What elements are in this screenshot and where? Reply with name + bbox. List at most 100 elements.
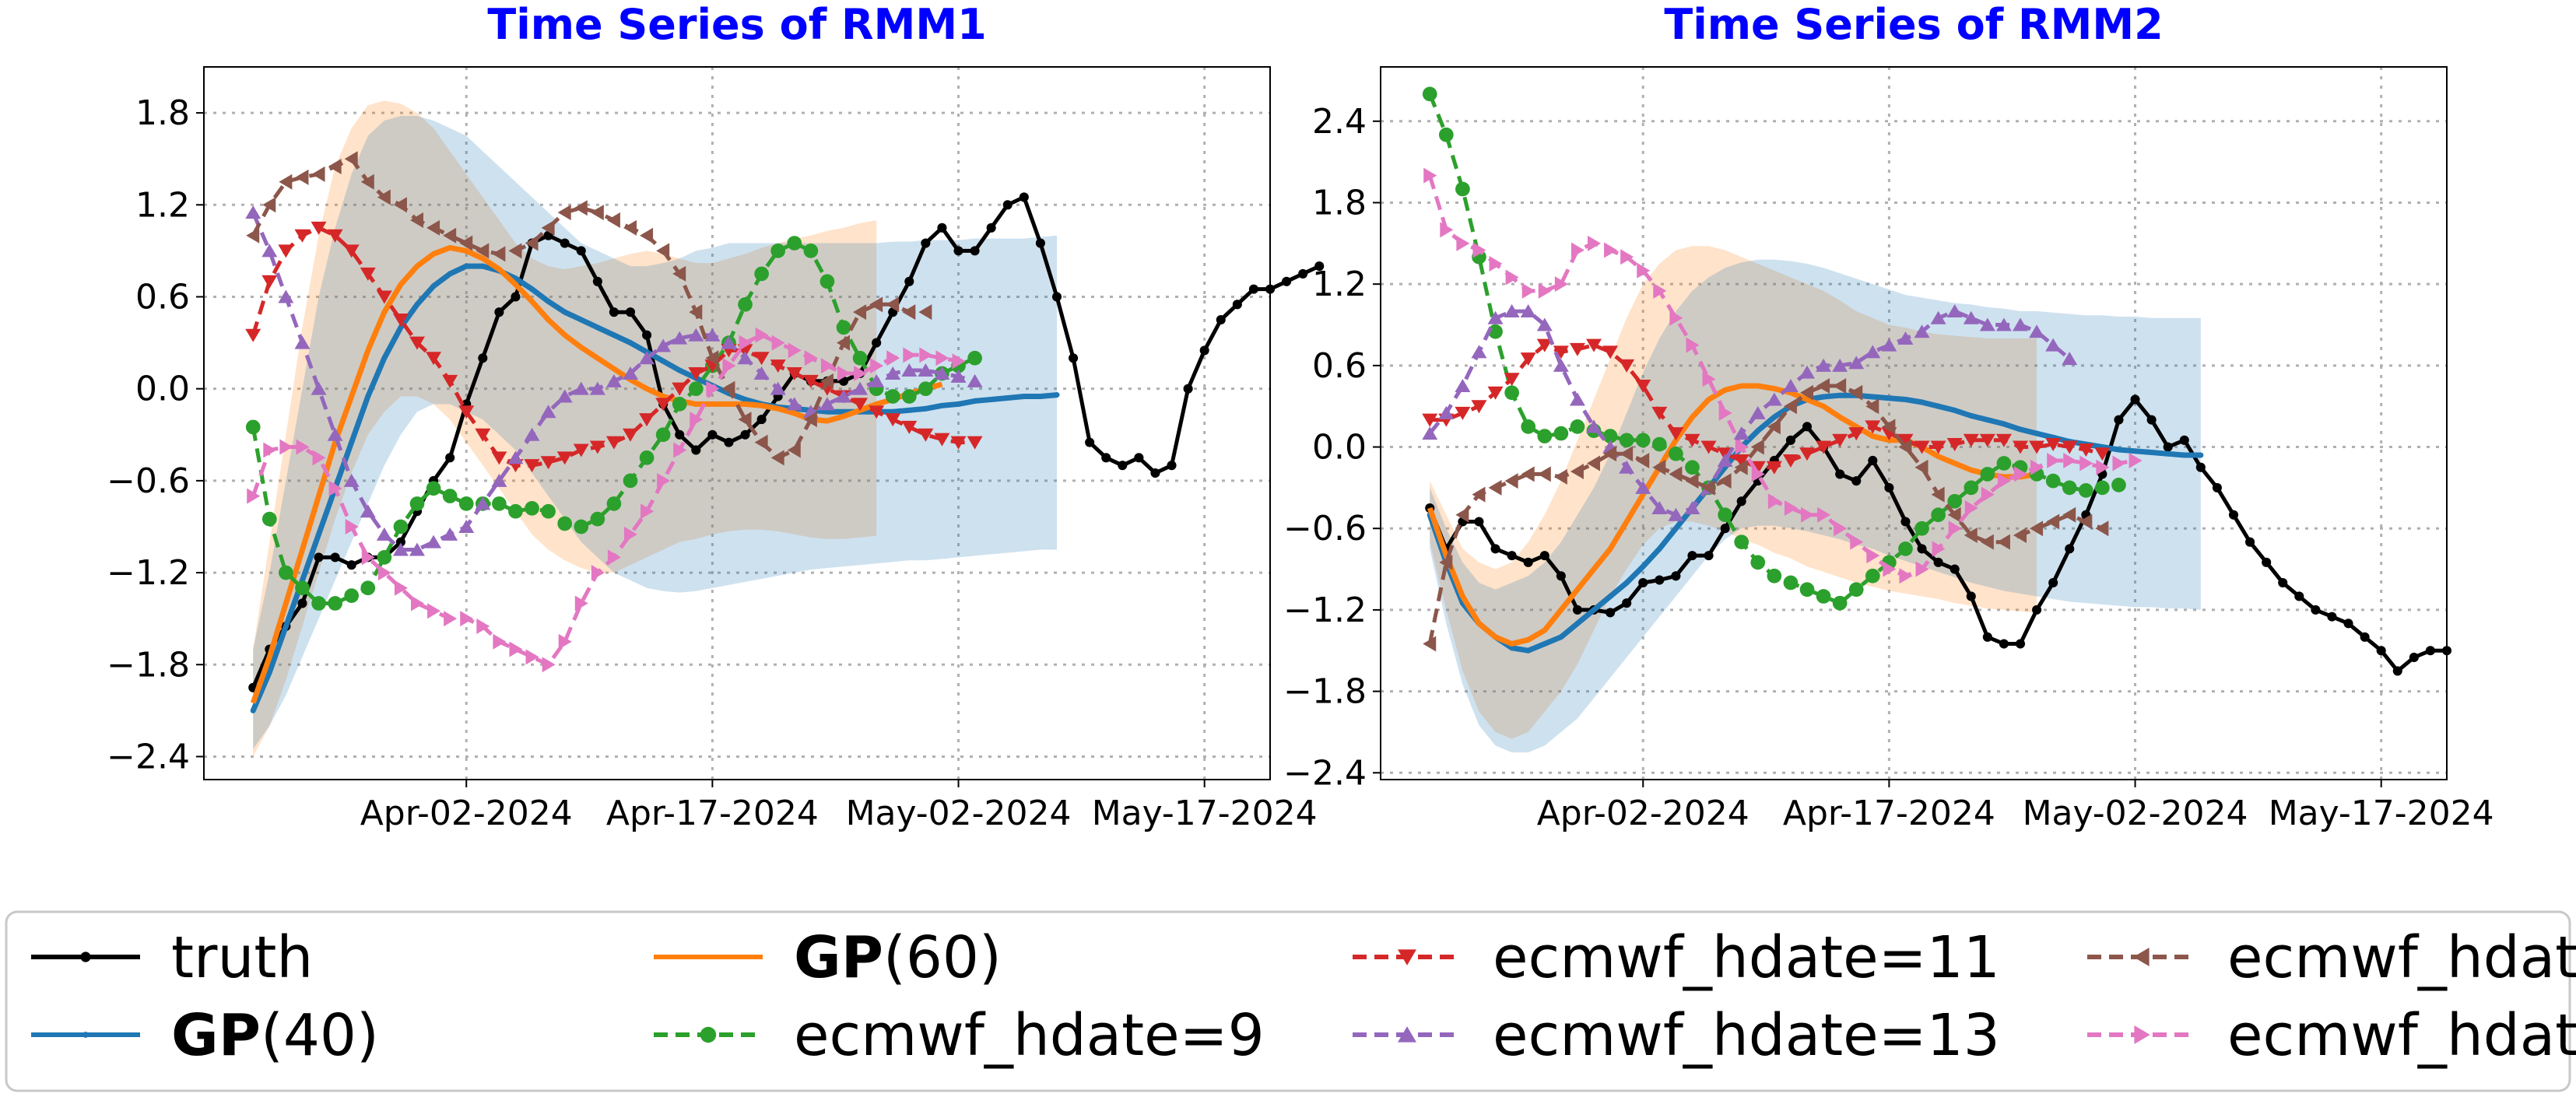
data-point (1232, 300, 1242, 310)
data-point (1134, 453, 1144, 463)
data-point (1653, 282, 1667, 299)
data-point (852, 381, 869, 395)
data-point (1554, 276, 1568, 293)
data-point (589, 440, 605, 454)
data-point (328, 159, 342, 175)
data-point (2115, 447, 2122, 453)
data-point (1799, 582, 1815, 598)
x-tick-label: Apr-02-2024 (360, 794, 573, 833)
data-point (2032, 605, 2042, 615)
data-point (263, 442, 277, 458)
y-tick-label: −0.6 (1283, 509, 1367, 548)
legend-label: GP(40) (171, 1002, 379, 1069)
data-point (1438, 127, 1454, 142)
data-point (1736, 496, 1746, 506)
data-point (950, 369, 967, 383)
legend-label-text: ecmwf_hdate=11 (1493, 924, 2000, 991)
legend-entry-ecmwf-hdate-13: ecmwf_hdate=13 (1353, 1002, 2000, 1069)
data-point (507, 450, 524, 464)
data-point (901, 363, 918, 377)
data-point (1914, 520, 1929, 536)
y-tick-label: −1.8 (1283, 672, 1367, 712)
data-point (853, 304, 867, 321)
data-point (493, 633, 507, 650)
data-point (740, 429, 750, 440)
data-point (1591, 607, 1597, 613)
data-point (1439, 554, 1453, 570)
legend-entry-ecmwf-hdate-9: ecmwf_hdate=9 (654, 1002, 1265, 1069)
data-point (381, 355, 388, 361)
data-point (2078, 483, 2093, 498)
data-point (328, 596, 342, 611)
legend-marker (82, 1032, 89, 1038)
data-point (1766, 392, 1782, 406)
data-point (491, 473, 507, 487)
data-point (1835, 469, 1845, 479)
data-point (918, 363, 934, 377)
data-point (1817, 506, 1831, 523)
data-point (443, 227, 457, 244)
data-point (1635, 433, 1651, 448)
legend-label-text: (40) (261, 1002, 379, 1069)
data-point (1832, 358, 1848, 372)
data-point (886, 350, 900, 366)
data-point (2045, 338, 2062, 352)
data-point (721, 335, 737, 349)
data-point (395, 537, 405, 547)
data-point (753, 352, 770, 366)
legend-marker (2134, 1025, 2150, 1044)
data-point (1751, 466, 1765, 482)
data-point (836, 320, 851, 335)
data-point (690, 412, 704, 428)
data-point (1816, 358, 1832, 372)
data-point (327, 229, 343, 243)
data-point (2062, 440, 2078, 454)
data-point (819, 397, 835, 411)
data-point (1471, 345, 1487, 359)
data-point (820, 358, 834, 374)
legend-marker (1398, 1026, 1416, 1043)
data-point (1520, 304, 1536, 318)
data-point (262, 197, 276, 213)
series-ecmwf-hdate-17 (1423, 167, 2143, 584)
data-point (344, 588, 360, 603)
data-point (1556, 571, 1566, 581)
data-point (1897, 331, 1914, 345)
data-point (1472, 486, 1486, 503)
data-point (2262, 557, 2272, 567)
data-point (1455, 506, 1469, 523)
data-point (445, 453, 455, 463)
data-point (1999, 639, 2009, 649)
data-point (1734, 459, 1748, 475)
data-point (411, 595, 424, 612)
data-point (1816, 440, 1832, 454)
data-point (1981, 486, 1995, 503)
data-point (2045, 473, 2061, 489)
data-point (1963, 433, 1979, 447)
data-point (607, 549, 621, 566)
legend-label-text: ecmwf_hdate=17 (2227, 1002, 2576, 1069)
y-tick-label: −0.6 (107, 461, 190, 501)
series-ecmwf-hdate-17 (247, 327, 966, 673)
y-tick-label: 1.2 (135, 185, 190, 225)
data-point (279, 173, 293, 190)
data-point (935, 350, 949, 366)
series-ecmwf-hdate-13 (245, 205, 983, 556)
data-point (2409, 652, 2419, 663)
x-tick-label: Apr-17-2024 (1783, 794, 1995, 833)
data-point (770, 359, 786, 373)
data-point (2034, 430, 2040, 436)
data-point (1755, 428, 1761, 434)
y-tick-label: 1.8 (135, 93, 190, 133)
legend-entry-ecmwf-hdate-15: ecmwf_hdate=15 (2087, 924, 2576, 991)
data-point (689, 304, 703, 321)
data-point (2343, 619, 2353, 629)
data-point (540, 456, 556, 470)
series-line-ecmwf-hdate-15 (251, 156, 926, 460)
data-point (2179, 435, 2189, 445)
data-point (1085, 437, 1095, 447)
data-point (1704, 551, 1714, 561)
data-point (1946, 438, 1963, 452)
data-point (2112, 455, 2126, 471)
data-point (245, 419, 261, 435)
